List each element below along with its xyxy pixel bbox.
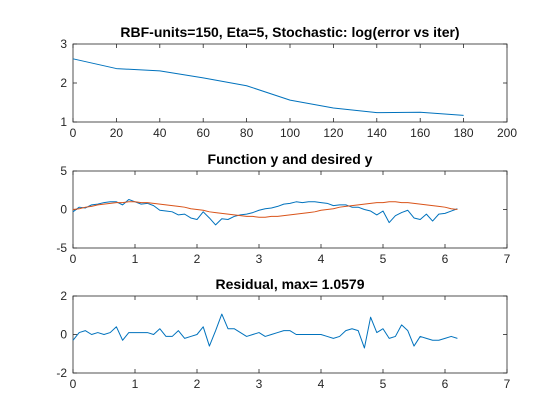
x-tick-label: 7	[504, 377, 511, 391]
y-tick-label: -2	[56, 366, 67, 380]
x-tick-label: 100	[280, 126, 300, 140]
x-tick-label: 5	[380, 252, 387, 266]
x-tick-label: 6	[442, 252, 449, 266]
x-tick-label: 200	[497, 126, 517, 140]
x-tick-label: 4	[318, 377, 325, 391]
x-tick-label: 180	[454, 126, 474, 140]
x-tick-label: 40	[153, 126, 167, 140]
chart-title: Residual, max= 1.0579	[215, 276, 364, 292]
y-tick-label: 3	[60, 37, 67, 51]
y-tick-label: 0	[60, 328, 67, 342]
x-tick-label: 0	[70, 252, 77, 266]
chart-panel-2: Function y and desired y0 1 2 3 4 5 6 7-505	[56, 151, 510, 266]
x-tick-label: 140	[367, 126, 387, 140]
plot-area	[73, 44, 507, 122]
x-tick-label: 60	[197, 126, 211, 140]
y-tick-label: 0	[60, 203, 67, 217]
plot-area	[73, 296, 507, 373]
y-tick-label: 5	[60, 164, 67, 178]
x-tick-label: 0	[70, 377, 77, 391]
y-tick-label: 2	[60, 76, 67, 90]
y-tick-label: 2	[60, 289, 67, 303]
x-tick-label: 160	[410, 126, 430, 140]
chart-panel-1: RBF-units=150, Eta=5, Stochastic: log(er…	[60, 24, 517, 140]
x-tick-label: 2	[194, 377, 201, 391]
x-tick-label: 3	[256, 252, 263, 266]
x-tick-label: 5	[380, 377, 387, 391]
x-tick-label: 80	[240, 126, 254, 140]
x-tick-label: 7	[504, 252, 511, 266]
chart-title: Function y and desired y	[208, 151, 373, 167]
x-tick-label: 20	[110, 126, 124, 140]
x-tick-label: 1	[132, 377, 139, 391]
x-tick-label: 0	[70, 126, 77, 140]
chart-title: RBF-units=150, Eta=5, Stochastic: log(er…	[120, 24, 459, 40]
x-tick-label: 6	[442, 377, 449, 391]
x-tick-label: 4	[318, 252, 325, 266]
x-tick-label: 3	[256, 377, 263, 391]
x-tick-label: 1	[132, 252, 139, 266]
plot-area	[73, 171, 507, 248]
y-tick-label: 1	[60, 115, 67, 129]
x-tick-label: 2	[194, 252, 201, 266]
y-tick-label: -5	[56, 241, 67, 255]
x-tick-label: 120	[323, 126, 343, 140]
